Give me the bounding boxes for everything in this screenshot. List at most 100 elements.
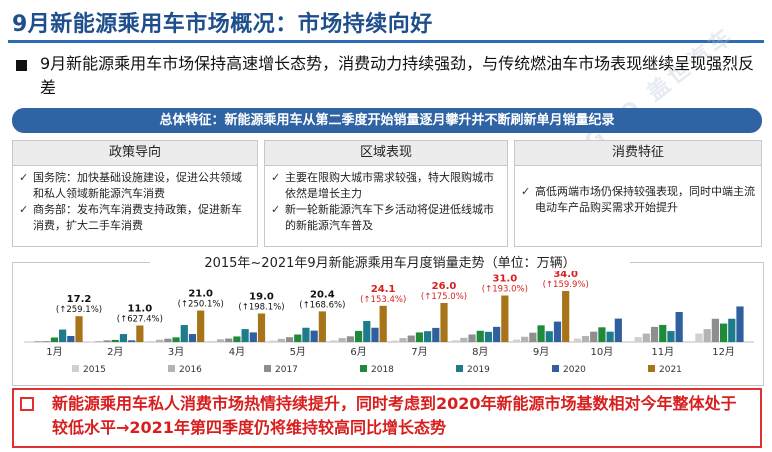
legend-label-2021: 2021 <box>659 365 682 375</box>
panel-item: ✓ 主要在限购大城市需求较强，特大限购城市依然是增长主力 <box>271 170 501 201</box>
lead-bullet-icon <box>16 60 27 71</box>
bar-2017-6 <box>346 336 354 342</box>
growth-label: (↑159.9%) <box>543 280 589 290</box>
bar-2016-1 <box>34 340 42 342</box>
bar-2017-8 <box>468 334 476 342</box>
bar-2016-9 <box>521 336 529 342</box>
legend-label-2020: 2020 <box>563 365 586 375</box>
title-divider <box>8 40 764 43</box>
panel-item: ✓ 国务院：加快基础设施建设，促进公共领域和私人领域新能源汽车消费 <box>19 170 251 201</box>
panel-head: 消费特征 <box>515 141 761 166</box>
bar-2018-1 <box>50 337 59 342</box>
x-tick-label: 8月 <box>472 346 488 358</box>
legend-label-2018: 2018 <box>371 365 394 375</box>
bar-2018-8 <box>476 330 484 342</box>
check-icon: ✓ <box>271 171 281 184</box>
x-tick-label: 10月 <box>591 346 614 358</box>
bar-2016-4 <box>216 339 225 342</box>
panel-item: ✓ 高低两端市场仍保持较强表现，同时中端主流电动车产品购买需求开始提升 <box>521 184 755 215</box>
panel-item: ✓ 新一轮新能源汽车下乡活动将促进低线城市的新能源汽车普及 <box>271 202 501 233</box>
bar-2016-6 <box>338 338 346 342</box>
bar-2018-11 <box>659 324 667 342</box>
panel-item-text: 主要在限购大城市需求较强，特大限购城市依然是增长主力 <box>285 171 494 200</box>
bar-2017-11 <box>650 326 659 342</box>
panel-item: ✓ 商务部：发布汽车消费支持政策，促进新车消费，扩大二手车消费 <box>19 202 251 233</box>
bar-2016-10 <box>581 336 590 342</box>
legend-swatch-2018 <box>360 365 367 372</box>
bar-2016-11 <box>642 333 650 342</box>
bar-2015-5 <box>269 340 277 342</box>
bar-2015-7 <box>391 340 399 342</box>
value-label: 20.4 <box>310 289 335 300</box>
bar-2021-2 <box>136 325 144 342</box>
bar-2020-2 <box>128 340 136 342</box>
panel-policy: 政策导向 ✓ 国务院：加快基础设施建设，促进公共领域和私人领域新能源汽车消费 ✓… <box>12 140 258 247</box>
bar-2019-3 <box>180 325 188 342</box>
bar-2020-10 <box>614 318 622 342</box>
bar-2018-6 <box>354 330 363 342</box>
check-icon: ✓ <box>19 203 29 216</box>
x-tick-label: 12月 <box>712 346 735 358</box>
bar-2020-12 <box>736 306 744 342</box>
legend-label-2016: 2016 <box>179 365 202 375</box>
summary-banner: 总体特征：新能源乘用车从第二季度开始销量逐月攀升并不断刷新单月销量纪录 <box>12 108 762 133</box>
bar-2017-7 <box>407 335 415 342</box>
panel-item-text: 新一轮新能源汽车下乡活动将促进低线城市的新能源汽车普及 <box>285 203 494 232</box>
x-tick-label: 9月 <box>533 346 549 358</box>
bar-2020-4 <box>249 332 257 342</box>
bar-2016-5 <box>277 338 285 342</box>
value-label: 19.0 <box>249 292 274 303</box>
bar-2020-6 <box>371 327 379 342</box>
bar-2017-10 <box>590 331 598 342</box>
bar-2021-9 <box>562 291 570 342</box>
bar-2021-1 <box>75 316 83 342</box>
bar-2016-7 <box>399 338 407 342</box>
conclusion-bullet-icon <box>20 397 34 411</box>
value-label: 17.2 <box>67 294 92 305</box>
legend-label-2017: 2017 <box>275 365 298 375</box>
bar-2018-10 <box>598 327 606 342</box>
bar-2019-11 <box>667 331 675 342</box>
bar-2021-4 <box>257 313 266 342</box>
legend-label-2019: 2019 <box>467 365 490 375</box>
bar-2021-5 <box>318 311 326 342</box>
panel-head: 政策导向 <box>13 141 257 166</box>
bar-2019-7 <box>424 331 432 342</box>
panel-consumption: 消费特征 ✓ 高低两端市场仍保持较强表现，同时中端主流电动车产品购买需求开始提升 <box>514 140 762 247</box>
bar-2015-12 <box>695 333 703 342</box>
growth-label: (↑153.4%) <box>360 295 406 305</box>
bar-2019-10 <box>606 331 614 342</box>
growth-label: (↑259.1%) <box>56 305 102 315</box>
bar-2017-5 <box>285 337 294 342</box>
check-icon: ✓ <box>521 185 531 198</box>
bar-2017-9 <box>529 332 537 342</box>
legend-swatch-2021 <box>648 365 655 372</box>
bar-2017-4 <box>225 338 233 342</box>
x-tick-label: 7月 <box>411 346 427 358</box>
legend-swatch-2015 <box>72 365 79 372</box>
x-tick-label: 4月 <box>229 346 245 358</box>
bar-2020-9 <box>553 321 562 342</box>
bar-2019-2 <box>119 334 128 342</box>
value-label: 31.0 <box>493 274 518 285</box>
bar-2020-5 <box>310 330 318 342</box>
bar-2021-3 <box>197 310 205 342</box>
bar-2020-8 <box>493 326 501 342</box>
bar-2016-2 <box>95 341 103 342</box>
bar-2018-5 <box>294 334 302 342</box>
panel-item-text: 高低两端市场仍保持较强表现，同时中端主流电动车产品购买需求开始提升 <box>535 185 755 214</box>
bar-2018-9 <box>537 325 545 342</box>
bar-2019-8 <box>484 331 493 342</box>
value-label: 26.0 <box>432 281 457 292</box>
bar-2015-9 <box>512 339 521 342</box>
conclusion-text: 新能源乘用车私人消费市场热情持续提升，同时考虑到2020年新能源市场基数相对今年… <box>52 394 737 437</box>
bar-2016-12 <box>703 329 711 342</box>
bar-2015-10 <box>573 338 581 342</box>
bar-2019-5 <box>302 327 310 342</box>
bar-2017-12 <box>711 318 719 342</box>
bar-2018-2 <box>111 339 119 342</box>
bar-2021-6 <box>379 305 387 342</box>
bar-2018-3 <box>172 337 180 342</box>
x-tick-label: 1月 <box>46 346 62 358</box>
bar-2019-9 <box>545 331 553 342</box>
